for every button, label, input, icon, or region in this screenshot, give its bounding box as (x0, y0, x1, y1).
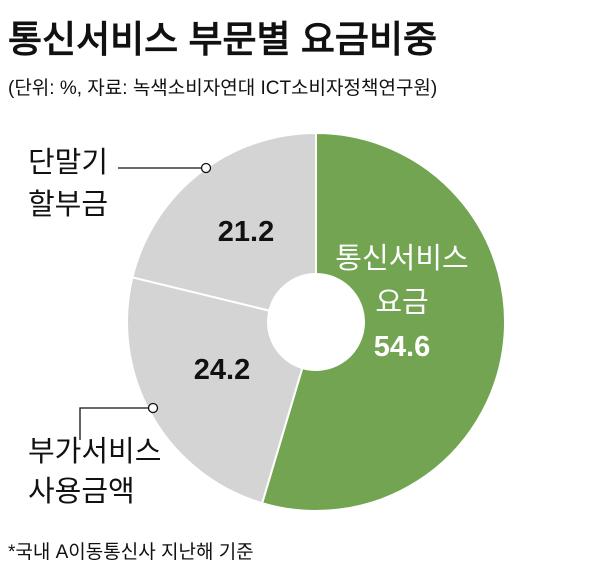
chart-title: 통신서비스 부문별 요금비중 (8, 19, 437, 60)
value-label: 24.2 (194, 354, 250, 386)
donut-hole (268, 274, 364, 370)
slice-label: 통신서비스 요금 (335, 243, 468, 319)
chart-note: *국내 A이동통신사 지난해 기준 (8, 541, 254, 563)
leader-line (79, 407, 153, 440)
value-label: 21.2 (218, 216, 274, 248)
leader-dot (200, 162, 212, 174)
slice-label: 부가서비스 사용금액 (28, 436, 161, 508)
leader-dot (147, 402, 159, 414)
value-label: 54.6 (374, 331, 430, 363)
chart-subtitle: (단위: %, 자료: 녹색소비자연대 ICT소비자정책연구원) (8, 77, 437, 99)
slice-label: 단말기 할부금 (28, 146, 108, 221)
